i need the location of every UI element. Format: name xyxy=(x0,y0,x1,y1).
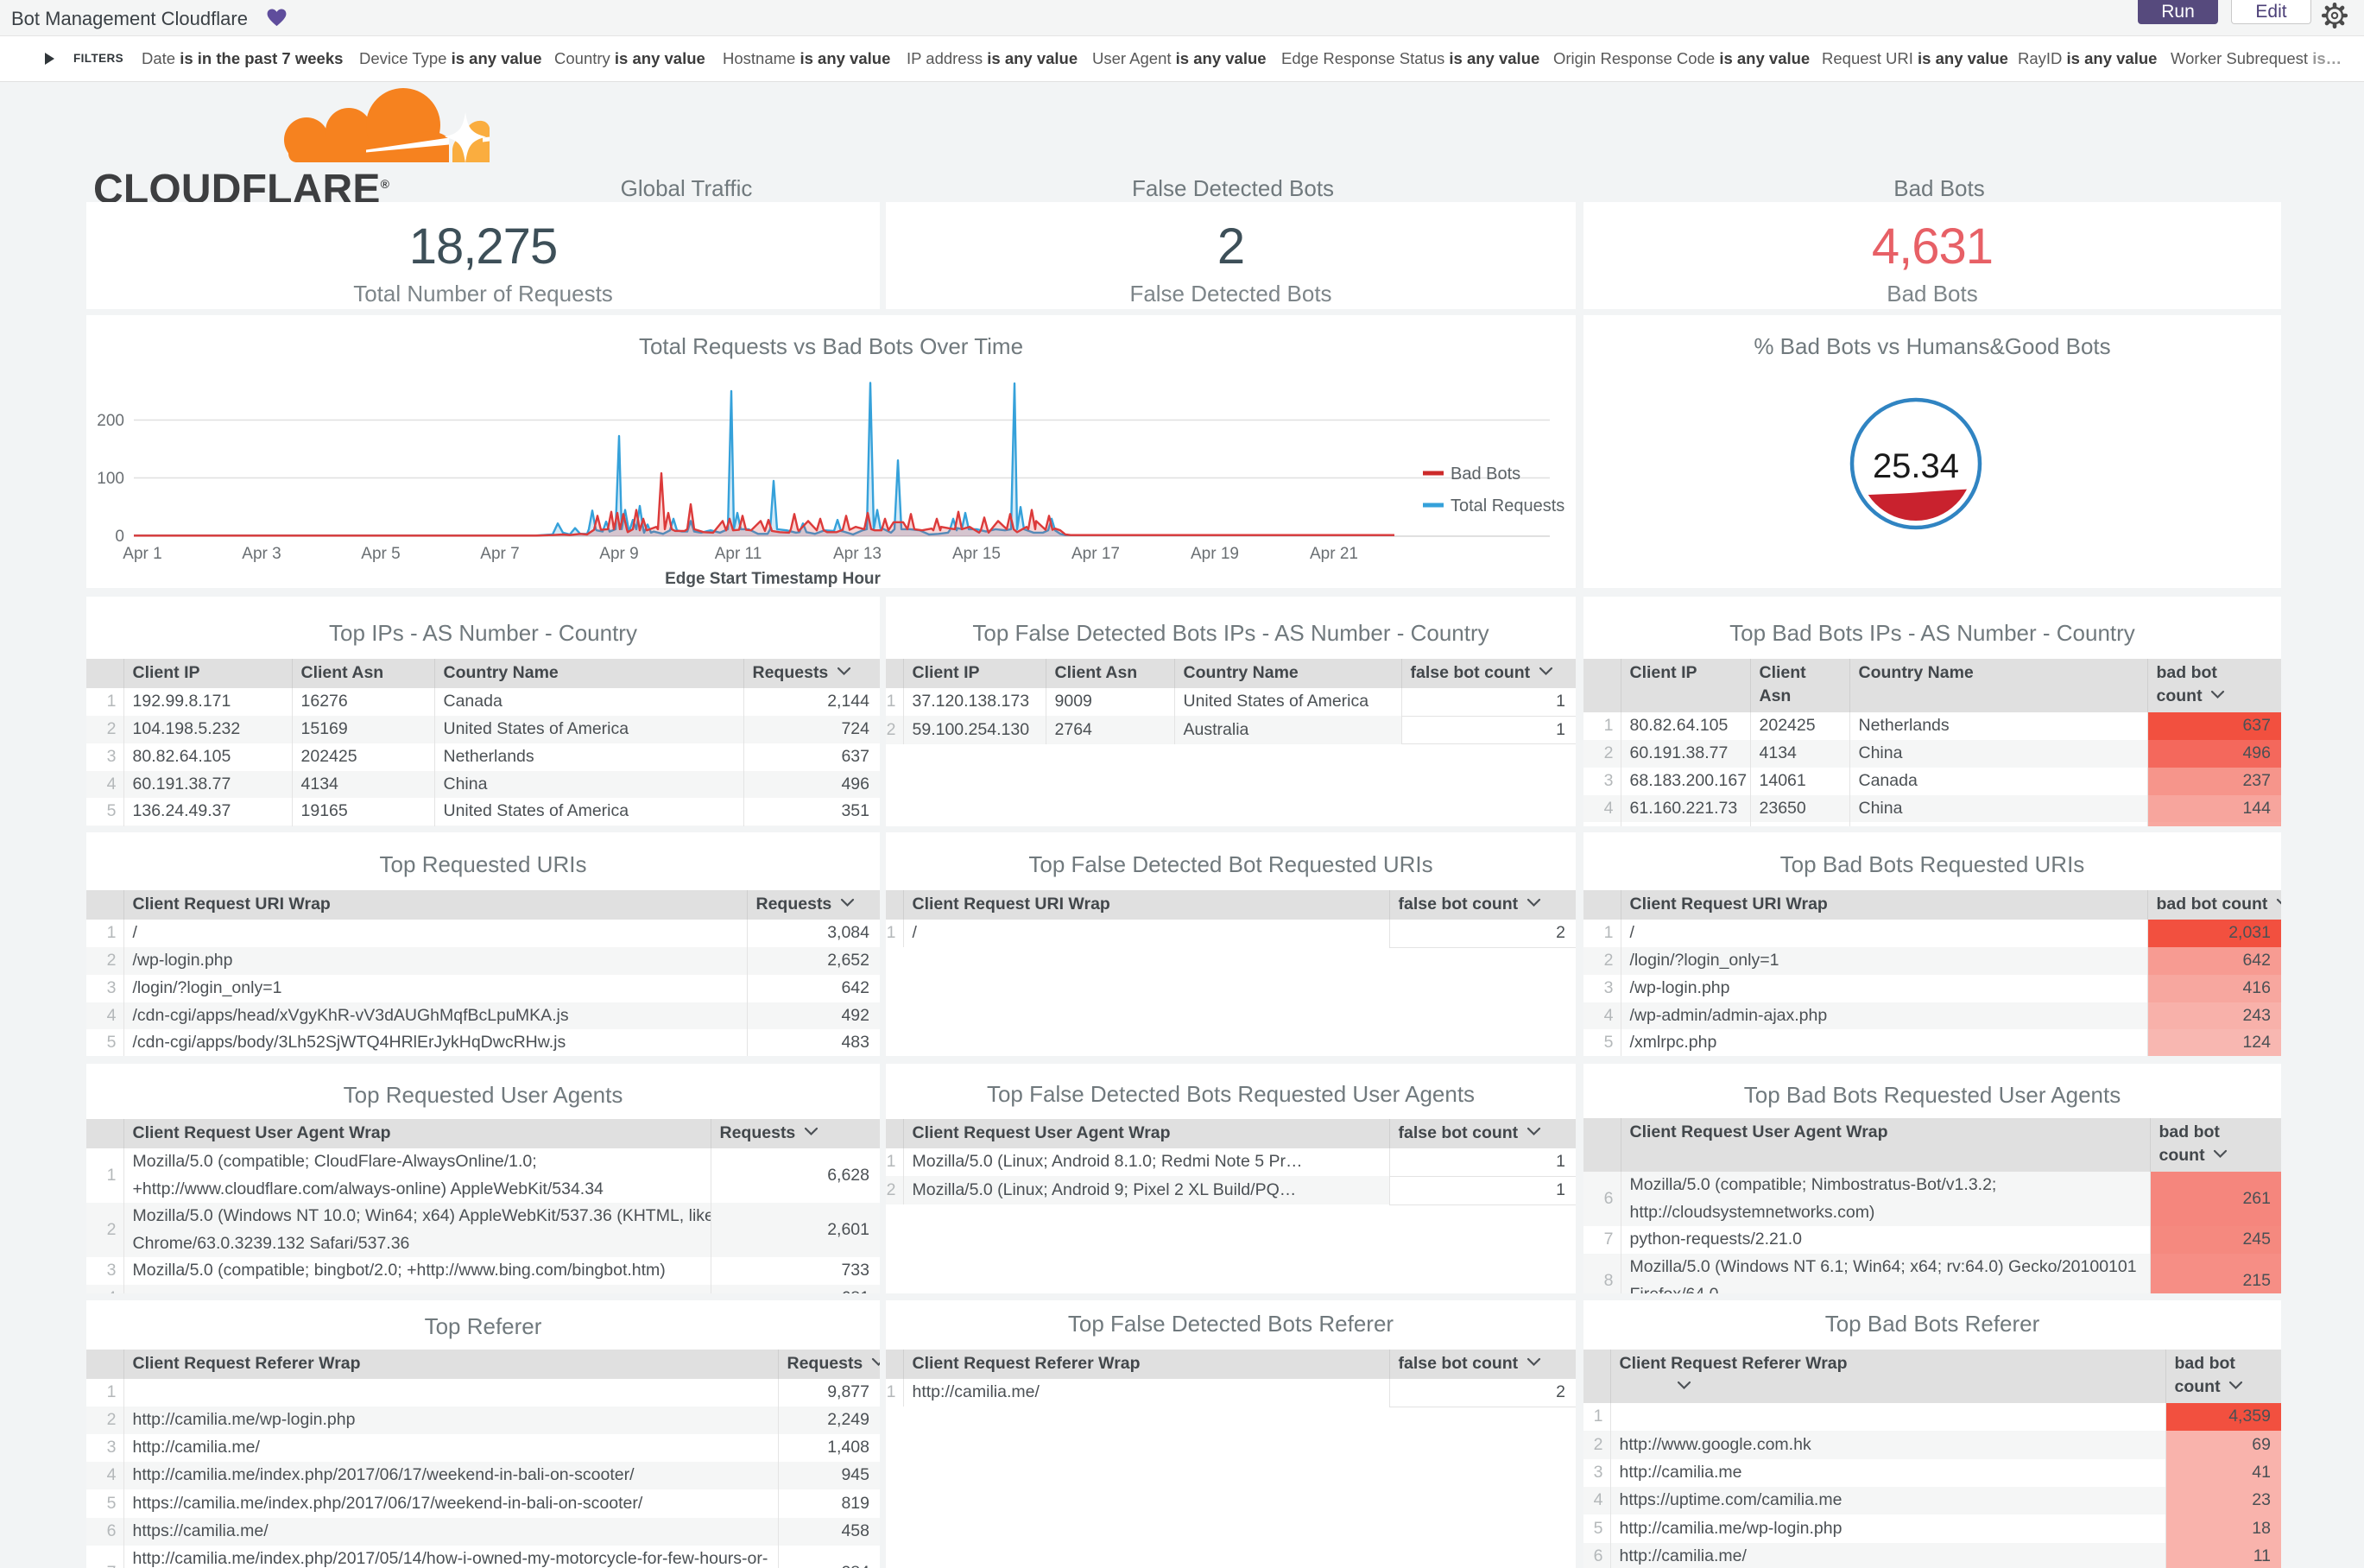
svg-text:Apr 9: Apr 9 xyxy=(599,545,638,563)
svg-text:Apr 19: Apr 19 xyxy=(1191,545,1239,563)
svg-text:Apr 17: Apr 17 xyxy=(1071,545,1120,563)
svg-text:25.34: 25.34 xyxy=(1873,447,1959,485)
svg-text:Apr 21: Apr 21 xyxy=(1310,545,1358,563)
svg-text:100: 100 xyxy=(97,470,124,488)
svg-text:200: 200 xyxy=(97,412,124,430)
svg-text:Apr 5: Apr 5 xyxy=(361,545,400,563)
svg-text:Apr 15: Apr 15 xyxy=(952,545,1001,563)
svg-text:Bad Bots: Bad Bots xyxy=(1451,465,1520,484)
svg-text:Edge Start Timestamp Hour: Edge Start Timestamp Hour xyxy=(665,570,881,588)
svg-text:Apr 1: Apr 1 xyxy=(123,545,161,563)
svg-text:Apr 3: Apr 3 xyxy=(242,545,281,563)
svg-text:Apr 11: Apr 11 xyxy=(715,545,762,563)
svg-text:Total Requests: Total Requests xyxy=(1451,496,1564,515)
svg-text:0: 0 xyxy=(115,528,124,546)
svg-text:Apr 7: Apr 7 xyxy=(480,545,519,563)
svg-text:Apr 13: Apr 13 xyxy=(833,545,882,563)
